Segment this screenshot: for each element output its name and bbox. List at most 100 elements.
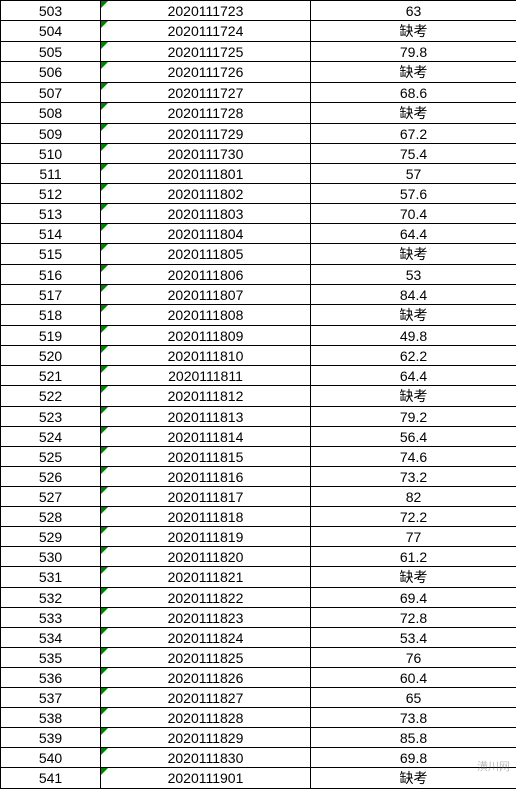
score-cell: 缺考: [311, 386, 516, 407]
seq-cell: 525: [1, 447, 101, 467]
table-row: 519202011180949.8: [1, 326, 516, 346]
table-row: 503202011172363: [1, 1, 516, 21]
id-cell: 2020111808: [101, 305, 311, 326]
score-cell: 68.6: [311, 83, 516, 103]
table-row: 536202011182660.4: [1, 668, 516, 688]
table-row: 512202011180257.6: [1, 184, 516, 204]
table-row: 534202011182453.4: [1, 628, 516, 648]
score-cell: 79.8: [311, 42, 516, 62]
table-row: 5062020111726缺考: [1, 62, 516, 83]
id-cell: 2020111803: [101, 204, 311, 224]
seq-cell: 511: [1, 164, 101, 184]
table-row: 5082020111728缺考: [1, 103, 516, 124]
score-cell: 缺考: [311, 21, 516, 42]
id-cell: 2020111824: [101, 628, 311, 648]
seq-cell: 520: [1, 346, 101, 366]
score-cell: 缺考: [311, 567, 516, 588]
seq-cell: 505: [1, 42, 101, 62]
id-cell: 2020111726: [101, 62, 311, 83]
score-cell: 63: [311, 1, 516, 21]
table-row: 520202011181062.2: [1, 346, 516, 366]
id-cell: 2020111725: [101, 42, 311, 62]
score-cell: 62.2: [311, 346, 516, 366]
id-cell: 2020111822: [101, 588, 311, 608]
score-cell: 64.4: [311, 366, 516, 386]
seq-cell: 529: [1, 527, 101, 547]
table-row: 517202011180784.4: [1, 285, 516, 305]
score-cell: 84.4: [311, 285, 516, 305]
score-cell: 76: [311, 648, 516, 668]
seq-cell: 530: [1, 547, 101, 567]
id-cell: 2020111809: [101, 326, 311, 346]
seq-cell: 532: [1, 588, 101, 608]
score-cell: 缺考: [311, 305, 516, 326]
seq-cell: 539: [1, 728, 101, 748]
table-row: 538202011182873.8: [1, 708, 516, 728]
score-cell: 69.8: [311, 748, 516, 768]
id-cell: 2020111814: [101, 427, 311, 447]
seq-cell: 535: [1, 648, 101, 668]
score-cell: 缺考: [311, 768, 516, 789]
table-row: 5152020111805缺考: [1, 244, 516, 265]
table-row: 521202011181164.4: [1, 366, 516, 386]
id-cell: 2020111821: [101, 567, 311, 588]
score-cell: 67.2: [311, 124, 516, 144]
seq-cell: 537: [1, 688, 101, 708]
id-cell: 2020111813: [101, 407, 311, 427]
table-row: 535202011182576: [1, 648, 516, 668]
score-cell: 73.2: [311, 467, 516, 487]
table-row: 507202011172768.6: [1, 83, 516, 103]
id-cell: 2020111817: [101, 487, 311, 507]
table-row: 5312020111821缺考: [1, 567, 516, 588]
seq-cell: 536: [1, 668, 101, 688]
id-cell: 2020111724: [101, 21, 311, 42]
seq-cell: 517: [1, 285, 101, 305]
id-cell: 2020111820: [101, 547, 311, 567]
table-row: 5222020111812缺考: [1, 386, 516, 407]
score-cell: 82: [311, 487, 516, 507]
table-row: 537202011182765: [1, 688, 516, 708]
table-row: 540202011183069.8: [1, 748, 516, 768]
score-cell: 75.4: [311, 144, 516, 164]
seq-cell: 515: [1, 244, 101, 265]
table-row: 509202011172967.2: [1, 124, 516, 144]
seq-cell: 521: [1, 366, 101, 386]
id-cell: 2020111804: [101, 224, 311, 244]
seq-cell: 541: [1, 768, 101, 789]
seq-cell: 526: [1, 467, 101, 487]
table-row: 5182020111808缺考: [1, 305, 516, 326]
seq-cell: 533: [1, 608, 101, 628]
seq-cell: 506: [1, 62, 101, 83]
table-row: 528202011181872.2: [1, 507, 516, 527]
table-row: 524202011181456.4: [1, 427, 516, 447]
score-cell: 69.4: [311, 588, 516, 608]
score-cell: 57: [311, 164, 516, 184]
table-row: 539202011182985.8: [1, 728, 516, 748]
id-cell: 2020111816: [101, 467, 311, 487]
seq-cell: 507: [1, 83, 101, 103]
score-cell: 73.8: [311, 708, 516, 728]
id-cell: 2020111810: [101, 346, 311, 366]
id-cell: 2020111807: [101, 285, 311, 305]
seq-cell: 519: [1, 326, 101, 346]
table-row: 511202011180157: [1, 164, 516, 184]
seq-cell: 504: [1, 21, 101, 42]
table-row: 527202011181782: [1, 487, 516, 507]
id-cell: 2020111901: [101, 768, 311, 789]
seq-cell: 534: [1, 628, 101, 648]
score-cell: 60.4: [311, 668, 516, 688]
id-cell: 2020111729: [101, 124, 311, 144]
table-row: 523202011181379.2: [1, 407, 516, 427]
id-cell: 2020111827: [101, 688, 311, 708]
table-row: 529202011181977: [1, 527, 516, 547]
id-cell: 2020111801: [101, 164, 311, 184]
seq-cell: 531: [1, 567, 101, 588]
seq-cell: 513: [1, 204, 101, 224]
id-cell: 2020111723: [101, 1, 311, 21]
id-cell: 2020111805: [101, 244, 311, 265]
seq-cell: 508: [1, 103, 101, 124]
seq-cell: 509: [1, 124, 101, 144]
score-cell: 61.2: [311, 547, 516, 567]
score-cell: 77: [311, 527, 516, 547]
id-cell: 2020111828: [101, 708, 311, 728]
